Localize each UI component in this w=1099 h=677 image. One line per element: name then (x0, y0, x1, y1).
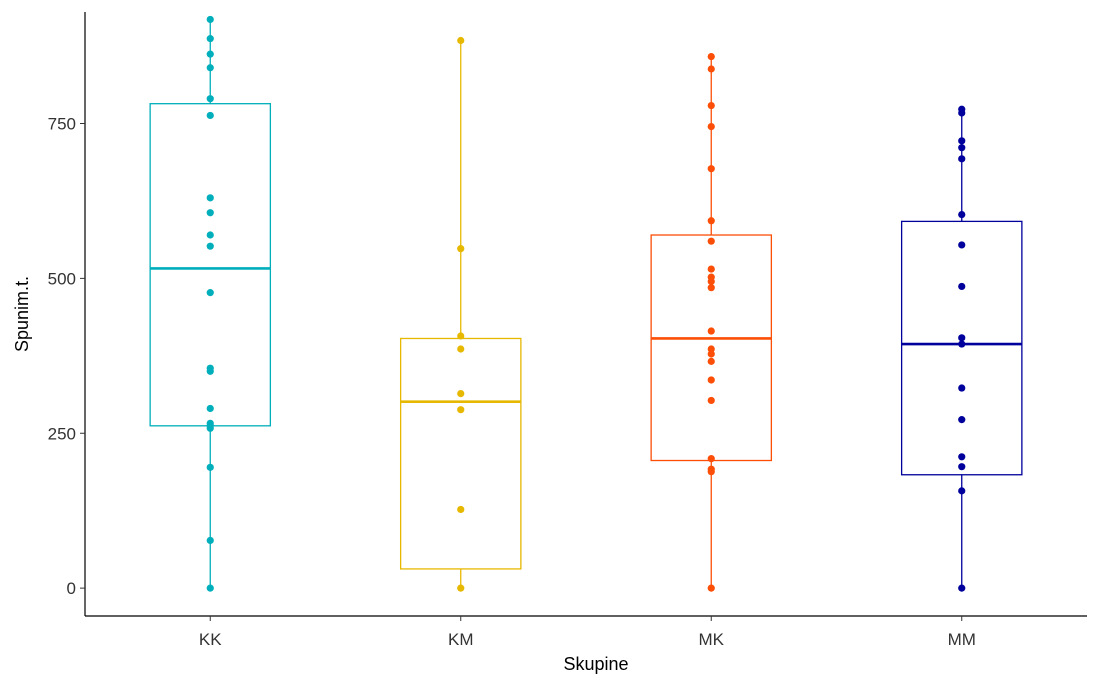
data-point (457, 245, 465, 253)
data-point (457, 584, 465, 592)
data-point (707, 345, 715, 353)
data-point (457, 332, 465, 340)
group-kk (149, 15, 272, 592)
data-point (206, 50, 214, 58)
data-point (958, 105, 966, 113)
data-point (206, 584, 214, 592)
box (399, 337, 522, 570)
y-tick-label: 750 (48, 115, 76, 134)
x-axis-ticks: KK KM MK MM (199, 616, 976, 649)
data-point (206, 419, 214, 427)
data-point (457, 36, 465, 45)
data-point (958, 241, 966, 249)
data-point (206, 194, 214, 202)
x-tick-label: KK (199, 630, 222, 649)
data-point (707, 284, 715, 292)
data-point (457, 505, 465, 514)
data-point (958, 584, 966, 592)
data-point (958, 453, 966, 461)
data-point (457, 345, 465, 353)
box (900, 220, 1023, 476)
x-tick-label: MK (699, 630, 725, 649)
data-point (206, 536, 214, 545)
data-point (707, 396, 715, 405)
data-point (707, 65, 715, 73)
data-point (707, 376, 715, 384)
data-point (206, 404, 214, 413)
x-tick-label: MM (948, 630, 976, 649)
data-point (457, 406, 465, 414)
y-tick-label: 500 (48, 269, 76, 288)
y-axis-title: Spunim.t. (12, 276, 32, 352)
group-mk (650, 53, 773, 592)
data-point (457, 390, 465, 398)
x-axis-title: Skupine (563, 654, 628, 674)
data-point (707, 101, 715, 110)
data-point (958, 487, 966, 495)
group-km (399, 36, 522, 592)
data-point (206, 463, 214, 471)
data-point (958, 155, 966, 163)
y-tick-label: 250 (48, 424, 76, 443)
x-tick-label: KM (448, 630, 474, 649)
data-point (958, 334, 966, 342)
y-axis-ticks: 0 250 500 750 (48, 115, 85, 598)
data-point (206, 95, 214, 103)
data-point (206, 364, 214, 372)
data-point (958, 144, 966, 152)
y-tick-label: 0 (67, 579, 76, 598)
data-point (707, 357, 715, 365)
data-point (206, 231, 214, 239)
axes (84, 12, 1087, 617)
data-point (206, 209, 214, 217)
group-mm (900, 105, 1023, 592)
data-point (707, 350, 715, 358)
data-point (958, 340, 966, 348)
data-point (707, 265, 715, 273)
plot-area (149, 15, 1023, 592)
data-point (958, 137, 966, 145)
data-point (206, 15, 214, 24)
data-point (707, 465, 715, 473)
data-point (206, 64, 214, 72)
data-point (707, 217, 715, 225)
data-point (707, 327, 715, 335)
data-point (206, 289, 214, 297)
data-point (206, 111, 214, 120)
data-point (707, 455, 715, 463)
data-point (707, 273, 715, 281)
data-point (707, 165, 715, 173)
data-point (958, 384, 966, 392)
data-point (707, 53, 715, 61)
data-point (958, 210, 966, 219)
box (149, 103, 272, 427)
data-point (958, 282, 966, 291)
data-point (958, 463, 966, 471)
data-point (707, 584, 715, 592)
data-point (206, 35, 214, 43)
data-point (958, 416, 966, 424)
data-point (707, 237, 715, 245)
data-point (707, 123, 715, 131)
data-point (206, 242, 214, 250)
